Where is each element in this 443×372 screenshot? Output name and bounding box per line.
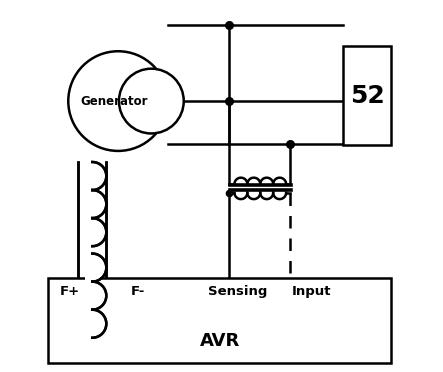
Text: F-: F- — [131, 285, 146, 298]
Circle shape — [119, 69, 184, 134]
Text: Input: Input — [292, 285, 332, 298]
Text: 52: 52 — [350, 84, 385, 108]
FancyBboxPatch shape — [343, 46, 391, 145]
FancyBboxPatch shape — [48, 278, 391, 363]
Text: F+: F+ — [60, 285, 80, 298]
Text: Generator: Generator — [81, 94, 148, 108]
Text: Sensing: Sensing — [208, 285, 268, 298]
FancyBboxPatch shape — [85, 162, 100, 338]
Text: AVR: AVR — [199, 332, 240, 350]
